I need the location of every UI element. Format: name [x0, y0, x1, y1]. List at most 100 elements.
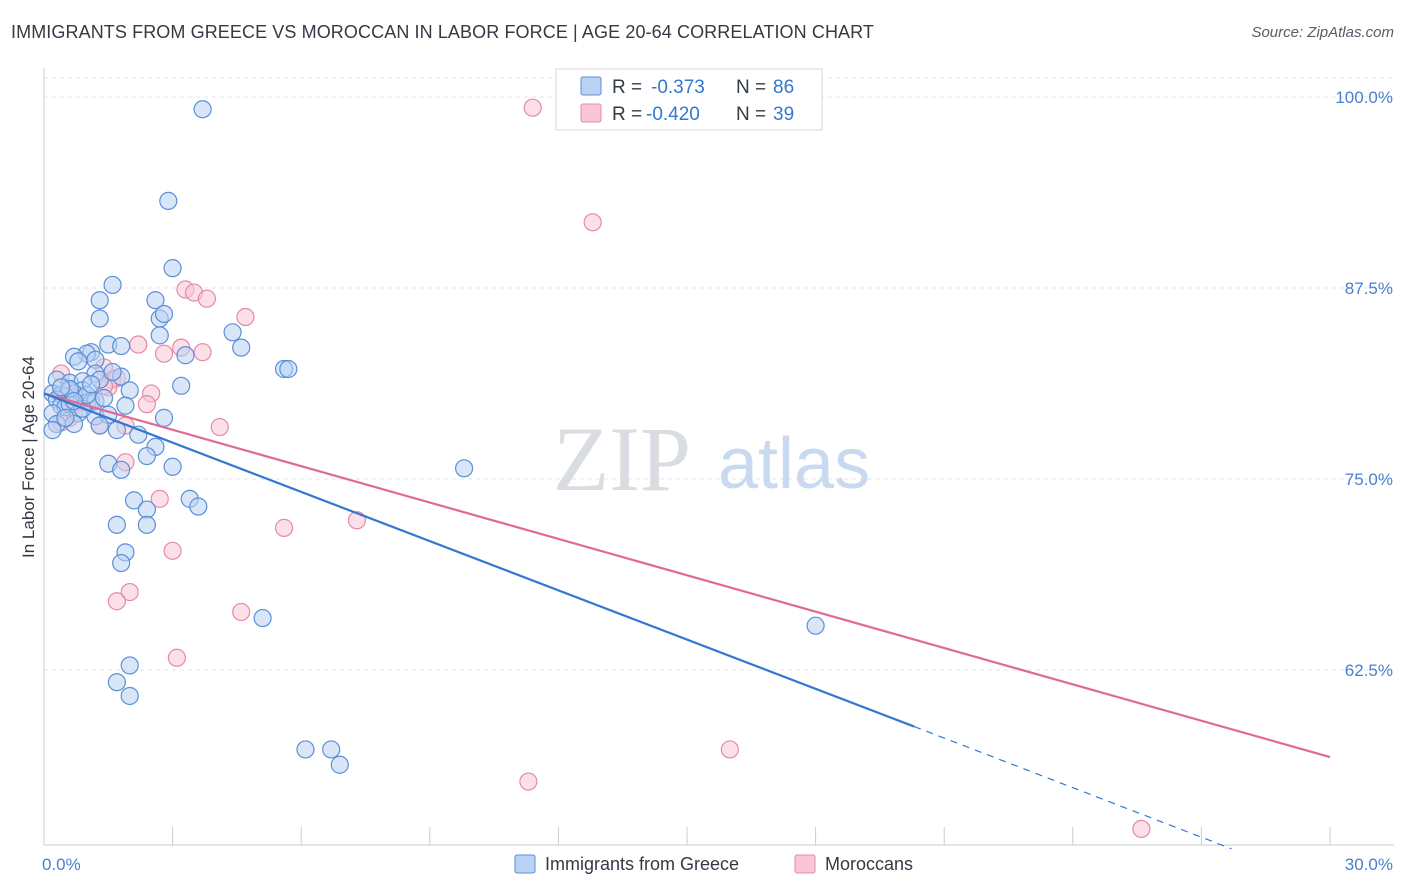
bottom-legend-swatch-greece: [514, 854, 536, 874]
grid-lines: [44, 77, 1394, 671]
greece-point: [146, 291, 165, 310]
greece-point: [56, 408, 75, 427]
watermark-zip: ZIP: [553, 408, 691, 510]
greece-point: [253, 608, 272, 628]
x-tick-marks: [43, 827, 1331, 845]
greece-point: [107, 673, 126, 692]
bottom-legend-swatch-morocco: [794, 854, 816, 874]
greece-trend-extension: [913, 725, 1232, 850]
moroccans-point: [232, 602, 251, 622]
greece-point: [806, 616, 825, 635]
greece-point: [454, 459, 474, 478]
greece-point: [163, 259, 182, 278]
greece-point: [120, 686, 139, 706]
source-label: Source: ZipAtlas.com: [1251, 24, 1394, 41]
bottom-legend-label-morocco: Moroccans: [825, 854, 913, 874]
legend-n-label-morocco: N =: [736, 104, 766, 125]
y-tick-label: 87.5%: [1345, 279, 1393, 298]
watermark-atlas: atlas: [718, 424, 870, 504]
greece-point: [82, 375, 101, 394]
greece-point: [103, 362, 122, 382]
greece-point: [159, 191, 178, 211]
moroccans-point: [120, 582, 139, 602]
legend-r-label-morocco: R =: [612, 104, 642, 125]
greece-point: [120, 656, 139, 675]
greece-point: [176, 346, 195, 365]
greece-point: [163, 457, 182, 476]
greece-point: [90, 309, 109, 328]
greece-points: [43, 100, 825, 774]
moroccans-trend-line: [43, 392, 1331, 759]
greece-point: [69, 352, 88, 371]
moroccans-point: [210, 417, 229, 437]
series-legend: Immigrants from Greece Moroccans: [514, 854, 913, 874]
trend-lines: [43, 392, 1331, 850]
greece-point: [150, 326, 169, 345]
greece-point: [52, 378, 71, 397]
moroccans-point: [193, 343, 212, 362]
x-tick-label-min: 0.0%: [42, 855, 81, 874]
y-tick-label: 62.5%: [1345, 661, 1393, 680]
legend-n-label-greece: N =: [736, 77, 766, 98]
greece-trend-line: [43, 392, 915, 728]
greece-point: [279, 359, 298, 379]
greece-point: [189, 497, 208, 516]
correlation-legend: R = -0.373 N = 86 R = -0.420 N = 39: [555, 68, 823, 131]
legend-n-value-greece: 86: [773, 77, 794, 98]
greece-point: [124, 491, 144, 510]
y-tick-label: 100.0%: [1335, 88, 1393, 107]
greece-point: [94, 388, 114, 408]
legend-r-label-greece: R =: [612, 77, 642, 98]
greece-point: [112, 553, 131, 573]
greece-point: [330, 755, 349, 774]
greece-point: [223, 323, 242, 342]
moroccans-point: [107, 592, 126, 611]
legend-swatch-greece: [580, 76, 602, 96]
bottom-legend-label-greece: Immigrants from Greece: [545, 854, 739, 874]
legend-r-value-greece: -0.373: [651, 77, 705, 98]
moroccans-point: [129, 335, 148, 354]
x-tick-label-max: 30.0%: [1345, 855, 1393, 874]
moroccans-point: [150, 489, 169, 508]
greece-point: [322, 740, 341, 759]
greece-point: [90, 416, 109, 435]
greece-point: [107, 515, 126, 534]
legend-swatch-morocco: [580, 103, 602, 123]
moroccans-point: [154, 344, 174, 363]
greece-point: [90, 291, 109, 310]
greece-point: [116, 396, 135, 415]
moroccans-point: [236, 307, 255, 327]
moroccans-point: [167, 648, 186, 667]
y-axis-label: In Labor Force | Age 20-64: [19, 356, 38, 558]
moroccans-point: [583, 213, 602, 232]
greece-point: [120, 381, 139, 400]
greece-point: [112, 460, 131, 479]
chart-title: IMMIGRANTS FROM GREECE VS MOROCCAN IN LA…: [11, 22, 875, 42]
moroccans-point: [523, 98, 542, 117]
moroccans-point: [720, 740, 739, 759]
greece-point: [154, 408, 174, 427]
watermark: ZIP atlas: [553, 408, 870, 510]
greece-point: [193, 100, 212, 119]
greece-point: [137, 446, 156, 466]
greece-point: [296, 740, 315, 759]
legend-r-value-morocco: -0.420: [646, 104, 700, 125]
moroccans-point: [274, 518, 294, 537]
greece-point: [232, 338, 251, 357]
greece-point: [137, 515, 156, 534]
moroccans-point: [519, 772, 538, 791]
greece-point: [103, 275, 122, 295]
y-tick-labels: 62.5% 75.0% 87.5% 100.0%: [1335, 88, 1393, 680]
moroccans-point: [137, 395, 156, 414]
moroccans-point: [163, 541, 182, 560]
y-tick-label: 75.0%: [1345, 470, 1393, 489]
greece-point: [112, 336, 131, 356]
greece-point: [154, 304, 174, 324]
legend-n-value-morocco: 39: [773, 104, 794, 125]
greece-point: [43, 421, 62, 440]
moroccans-point: [1132, 819, 1151, 839]
moroccans-point: [197, 289, 216, 308]
greece-point: [137, 500, 156, 519]
greece-point: [172, 376, 191, 395]
